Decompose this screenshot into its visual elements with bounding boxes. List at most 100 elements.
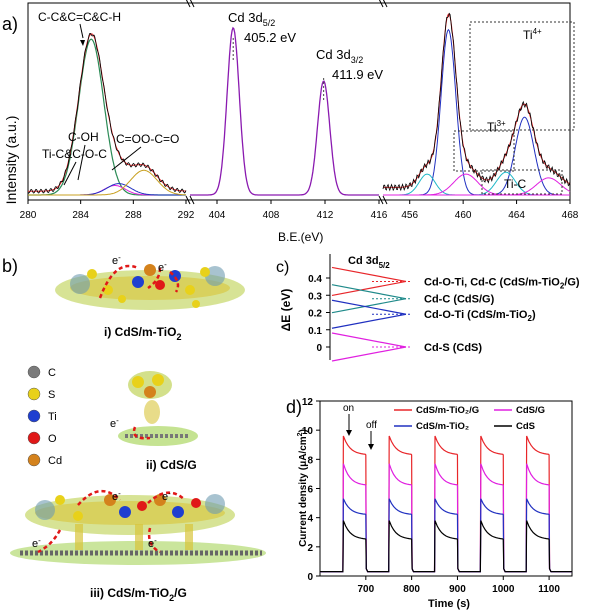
panel-d-series xyxy=(320,435,572,573)
panel-d-xlabel: Time (s) xyxy=(428,598,470,610)
c-ytick-label-1: 0.1 xyxy=(308,326,322,337)
c-level-line-2-b xyxy=(331,313,407,329)
legend-atom-o xyxy=(27,431,41,445)
electron-label-i-2: e- xyxy=(158,260,167,274)
axis-break-1 xyxy=(185,0,195,205)
a-tick-label-1-1: 408 xyxy=(263,210,280,221)
d-series-line-2 xyxy=(320,498,572,573)
electron-path-i-1 xyxy=(98,264,139,299)
d-ytick-label-2: 4 xyxy=(307,514,313,525)
ti2p-raw xyxy=(382,12,571,192)
c-level-line-3-b xyxy=(331,346,407,362)
axis-break-2 xyxy=(378,0,388,205)
c-level-label-1: Cd-C (CdS/G) xyxy=(424,294,495,306)
panel-d-ticks: 700 800 900 1000 1100 0 2 4 6 8 10 12 xyxy=(302,397,560,595)
c-level-line-0-b xyxy=(331,280,407,297)
tic-peak-b xyxy=(383,177,571,196)
d-series-line-0 xyxy=(320,435,572,573)
d-xtick-label-1: 800 xyxy=(403,584,420,595)
electron-label-i-1: e- xyxy=(112,253,121,267)
legend-atom-s xyxy=(27,387,41,401)
panel-d-letter: d) xyxy=(286,397,302,417)
anno-c-main: C-C&C=C&C-H xyxy=(38,10,121,24)
d-xtick-label-2: 900 xyxy=(449,584,466,595)
caption-i: i) CdS/m-TiO2 xyxy=(104,325,181,342)
c1s-co-peak xyxy=(28,169,187,196)
a-tick-label-0-0: 280 xyxy=(20,210,37,221)
d-ytick-label-6: 12 xyxy=(302,397,314,408)
panel-c: c) ΔE (eV) Cd 3d5/2 0 0.1 0.2 0.3 0.4 Cd-O-Ti… xyxy=(276,254,580,362)
anno-cd52: Cd 3d5/2 xyxy=(228,10,275,28)
legend-label-s: S xyxy=(48,389,55,401)
d-legend-label-1: CdS/G xyxy=(516,405,545,416)
tic-box xyxy=(481,169,563,195)
a-tick-label-0-3: 292 xyxy=(178,210,195,221)
a-tick-label-1-3: 416 xyxy=(371,210,388,221)
d-ytick-label-5: 10 xyxy=(302,426,314,437)
off-arrowhead xyxy=(368,444,374,450)
anno-c-o: C=OO-C=O xyxy=(116,132,179,146)
c-level-line-2-a xyxy=(331,299,407,315)
caption-iii: iii) CdS/m-TiO2/G xyxy=(90,586,187,603)
a-tick-label-1-2: 412 xyxy=(317,210,334,221)
c-level-label-2: Cd-O-Ti (CdS/m-TiO2) xyxy=(424,309,536,323)
panel-a-letter: a) xyxy=(2,14,18,34)
panel-d-legend: CdS/m-TiO₂/G CdS/G CdS/m-TiO₂ CdS xyxy=(394,405,545,432)
panel-d: d) Current density (μA/cm2) Time (s) 700… xyxy=(286,397,573,610)
anno-cd32: Cd 3d3/2 xyxy=(316,47,363,65)
electron-label-iii-2: e- xyxy=(162,489,171,503)
anno-c-ti: Ti-C&C-O-C xyxy=(42,147,107,161)
panel-c-title: Cd 3d5/2 xyxy=(348,255,390,270)
legend-label-o: O xyxy=(48,433,57,445)
off-label: off xyxy=(366,420,377,431)
structure-iii: e- e- e- e- xyxy=(10,489,266,565)
c-level-label-3: Cd-S (CdS) xyxy=(424,342,482,354)
panel-c-levels: 0 0.1 0.2 0.3 0.4 Cd-O-Ti, Cd-C (CdS/m-TiO2/G… xyxy=(308,266,580,362)
anno-c-main-arrow xyxy=(79,23,84,39)
panel-c-ylabel: ΔE (eV) xyxy=(279,289,293,332)
panel-a-frame xyxy=(27,2,571,201)
d-xtick-label-4: 1100 xyxy=(538,584,560,595)
a-tick-label-2-1: 460 xyxy=(455,210,472,221)
legend-label-cd: Cd xyxy=(48,455,62,467)
panel-a-xlabel: B.E.(eV) xyxy=(278,230,323,244)
anno-c-main-arrowhead xyxy=(80,40,85,46)
a-tick-label-0-1: 284 xyxy=(72,210,89,221)
anno-c-oh: C-OH xyxy=(68,130,99,144)
ti4-peak-b xyxy=(383,116,570,196)
panel-d-ylabel: Current density (μA/cm2) xyxy=(297,429,309,547)
a-tick-label-2-3: 468 xyxy=(562,210,579,221)
d-xtick-label-0: 700 xyxy=(357,584,374,595)
anno-ti3: Ti3+ xyxy=(487,119,506,134)
anno-ti4: Ti4+ xyxy=(523,27,542,42)
ti3-box xyxy=(453,130,515,172)
cd3d-curve xyxy=(190,26,379,196)
a-tick-label-2-2: 464 xyxy=(508,210,525,221)
atom-legend: CS Ti O Cd xyxy=(27,365,62,467)
c1s-main-peak xyxy=(28,38,186,196)
c-ytick-label-2: 0.2 xyxy=(308,309,322,320)
d-series-line-3 xyxy=(320,520,572,573)
anno-c-o-line xyxy=(111,146,142,171)
c-ytick-label-3: 0.3 xyxy=(308,291,322,302)
anno-cd52-val: 405.2 eV xyxy=(244,30,296,45)
legend-atom-cd xyxy=(27,453,41,467)
d-ytick-label-1: 2 xyxy=(307,543,313,554)
c1s-raw xyxy=(27,33,187,194)
electron-label-ii: e- xyxy=(110,416,119,430)
ti2p-fit xyxy=(383,13,571,188)
a-tick-label-0-2: 288 xyxy=(125,210,142,221)
electron-label-iii-1: e- xyxy=(112,489,121,503)
legend-atom-ti xyxy=(27,409,41,423)
ti4-box xyxy=(469,21,575,131)
legend-label-ti: Ti xyxy=(48,411,57,423)
on-arrowhead xyxy=(346,430,352,436)
d-xtick-label-3: 1000 xyxy=(492,584,515,595)
c1s-fit xyxy=(28,33,187,192)
d-legend-label-3: CdS xyxy=(516,421,535,432)
c-ytick-label-4: 0.4 xyxy=(308,274,322,285)
d-legend-label-2: CdS/m-TiO₂ xyxy=(416,421,469,432)
c-level-line-0-a xyxy=(331,266,407,283)
panel-b: b) e- e- i) CdS/m-TiO2 CS Ti O Cd xyxy=(2,253,266,603)
